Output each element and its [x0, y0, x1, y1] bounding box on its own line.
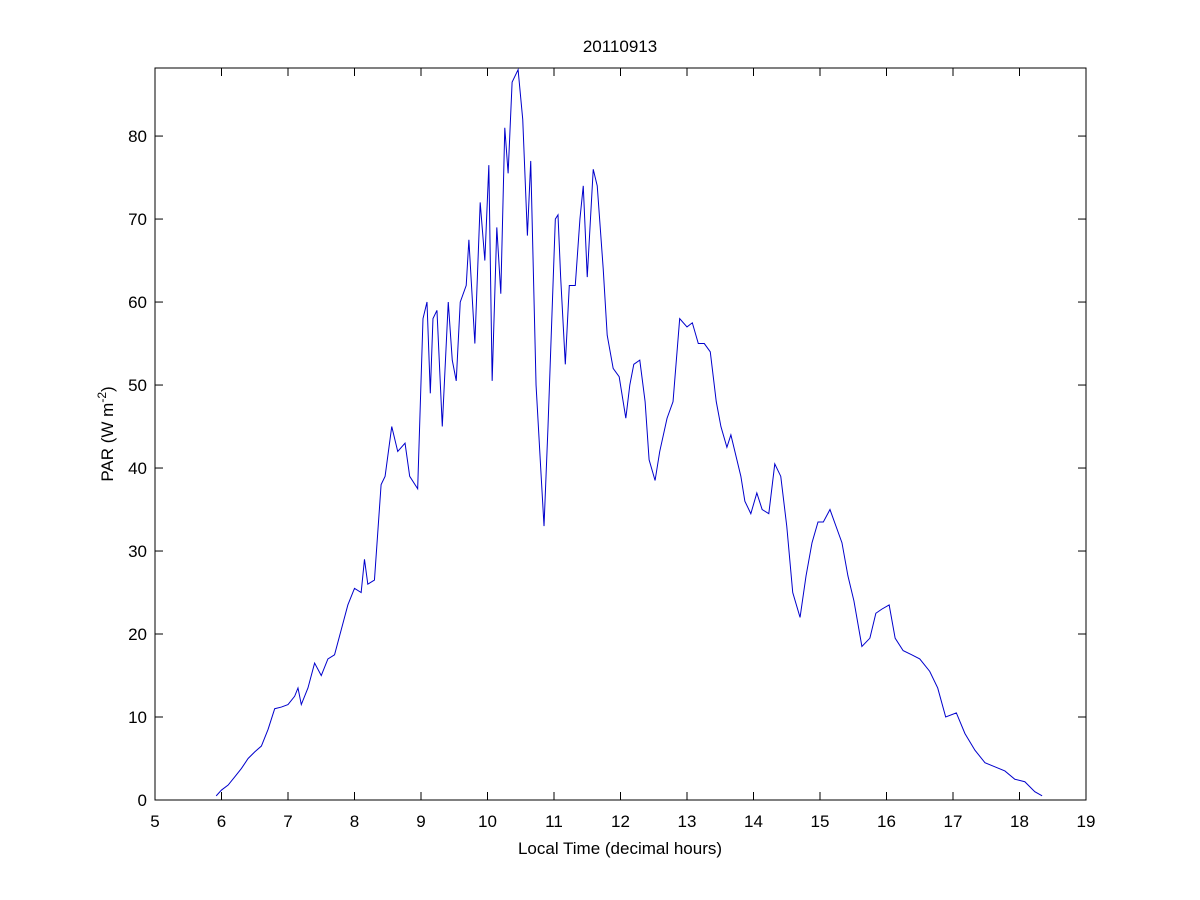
- x-tick-label: 6: [217, 812, 226, 831]
- y-tick-label: 10: [128, 708, 147, 727]
- x-tick-label: 15: [811, 812, 830, 831]
- x-tick-label: 17: [944, 812, 963, 831]
- y-label-main: PAR (W m: [98, 403, 117, 482]
- x-tick-label: 10: [478, 812, 497, 831]
- y-tick-label: 40: [128, 459, 147, 478]
- x-tick-label: 12: [611, 812, 630, 831]
- x-tick-label: 19: [1077, 812, 1096, 831]
- x-tick-label: 18: [1010, 812, 1029, 831]
- x-tick-label: 9: [416, 812, 425, 831]
- chart-title: 20110913: [583, 37, 657, 56]
- y-tick-label: 0: [138, 791, 147, 810]
- y-tick-label: 30: [128, 542, 147, 561]
- x-tick-label: 8: [350, 812, 359, 831]
- y-label-end: ): [98, 386, 117, 392]
- x-tick-label: 7: [283, 812, 292, 831]
- data-line: [215, 67, 1043, 797]
- x-tick-label: 13: [678, 812, 697, 831]
- y-tick-label: 80: [128, 127, 147, 146]
- x-tick-label: 5: [150, 812, 159, 831]
- y-tick-label: 20: [128, 625, 147, 644]
- x-axis-label: Local Time (decimal hours): [518, 839, 722, 858]
- x-tick-label: 16: [877, 812, 896, 831]
- y-axis-label: PAR (W m-2): [95, 386, 117, 481]
- y-tick-label: 50: [128, 376, 147, 395]
- y-tick-label: 60: [128, 293, 147, 312]
- y-label-sup: -2: [95, 392, 109, 403]
- x-tick-label: 11: [545, 812, 563, 831]
- x-tick-label: 14: [744, 812, 763, 831]
- axes-box: [154, 67, 1087, 801]
- y-tick-label: 70: [128, 210, 147, 229]
